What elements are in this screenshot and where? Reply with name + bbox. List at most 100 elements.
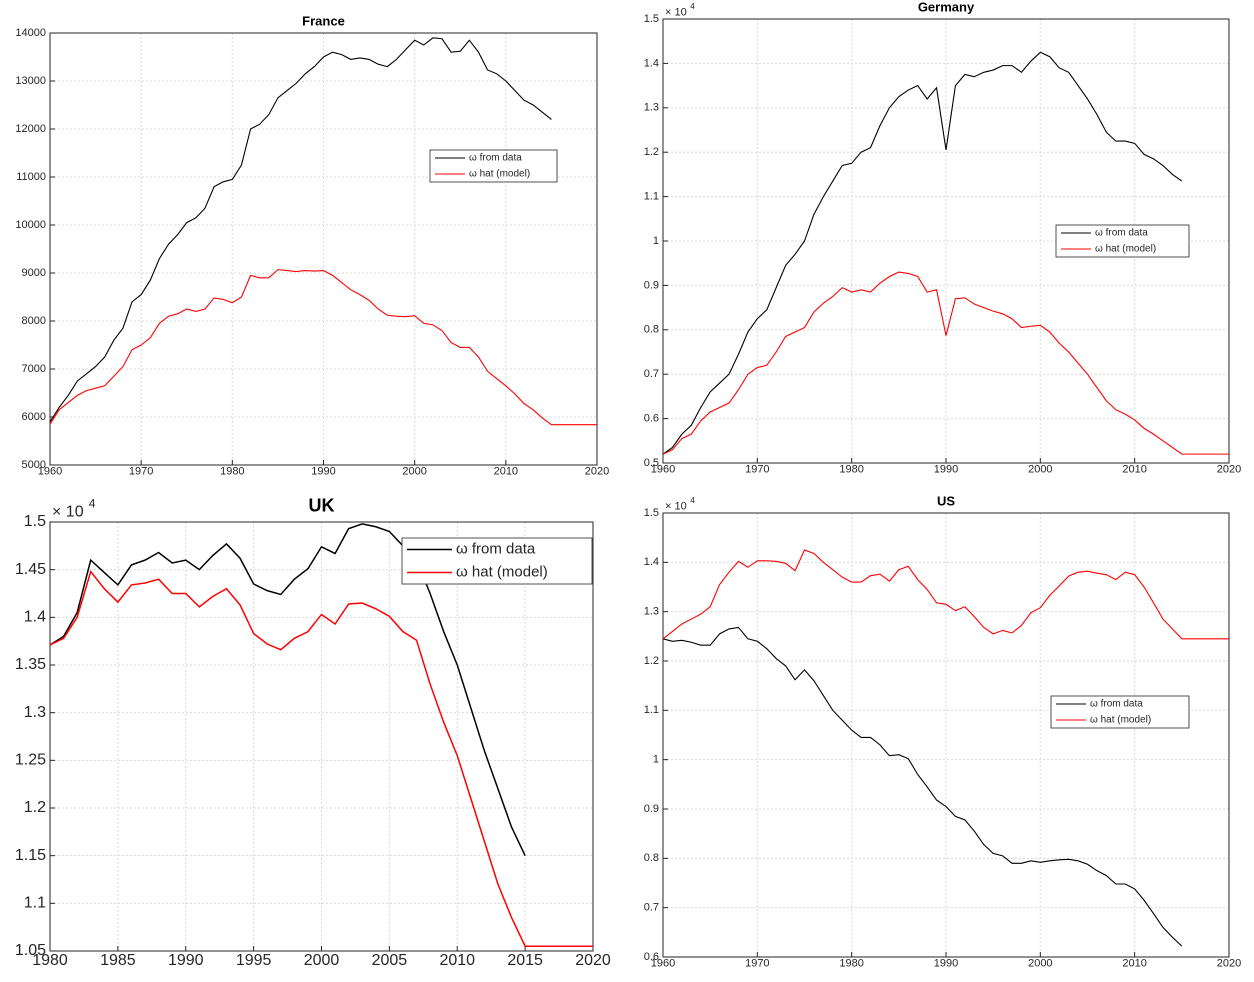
- y-exponent-label: × 10: [665, 500, 687, 512]
- y-tick-label: 1.5: [644, 507, 659, 519]
- axes-box: [662, 18, 1230, 464]
- y-tick-label: 1.25: [15, 752, 46, 769]
- y-tick-label: 9000: [22, 267, 46, 279]
- x-tick-label: 1990: [168, 952, 204, 969]
- y-tick-label: 14000: [15, 27, 46, 39]
- x-tick-label: 2005: [372, 952, 408, 969]
- x-tick-label: 1970: [745, 464, 769, 476]
- series-line: [49, 569, 593, 947]
- x-tick-label: 2015: [507, 952, 543, 969]
- y-tick-label: 1.4: [644, 57, 659, 69]
- chart-title: France: [302, 13, 345, 28]
- y-tick-label: 1.3: [644, 606, 659, 618]
- chart-title: UK: [309, 495, 335, 515]
- series-line: [662, 626, 1183, 947]
- y-tick-label: 1.35: [15, 656, 46, 673]
- y-tick-label: 0.8: [644, 324, 659, 336]
- legend-box: [1050, 695, 1190, 729]
- y-tick-label: 1.4: [24, 609, 46, 626]
- legend-label: ω hat (model): [1095, 244, 1156, 255]
- legend-label: ω from data: [1090, 699, 1143, 710]
- y-tick-label: 0.6: [644, 951, 659, 963]
- chart-title: Germany: [918, 0, 975, 14]
- x-tick-label: 1960: [651, 958, 675, 970]
- series-line: [662, 549, 1229, 640]
- y-tick-label: 0.7: [644, 902, 659, 914]
- x-tick-label: 1970: [129, 466, 153, 478]
- x-tick-label: 1995: [236, 952, 272, 969]
- legend-label: ω from data: [456, 540, 536, 557]
- y-tick-label: 1.5: [24, 513, 46, 530]
- y-tick-label: 1: [653, 235, 659, 247]
- x-tick-label: 1980: [220, 466, 244, 478]
- x-tick-label: 1980: [839, 958, 863, 970]
- y-tick-label: 11000: [16, 171, 46, 183]
- y-tick-label: 8000: [22, 315, 46, 327]
- y-exponent: 4: [690, 496, 695, 505]
- y-tick-label: 1.3: [24, 704, 46, 721]
- series-line: [662, 51, 1183, 455]
- y-tick-label: 1.2: [24, 799, 46, 816]
- y-tick-label: 7000: [22, 363, 46, 375]
- axes-box: [662, 512, 1230, 958]
- legend-box: [401, 537, 593, 585]
- y-exponent: 4: [690, 2, 695, 11]
- series-line: [49, 523, 526, 856]
- y-tick-label: 12000: [15, 123, 46, 135]
- x-tick-label: 2020: [1217, 464, 1241, 476]
- y-tick-label: 0.9: [644, 803, 659, 815]
- x-tick-label: 1980: [839, 464, 863, 476]
- x-tick-label: 1980: [32, 952, 68, 969]
- y-tick-label: 1.2: [644, 146, 659, 158]
- y-exponent-label: × 10: [52, 504, 84, 521]
- legend-label: ω hat (model): [456, 563, 548, 580]
- x-tick-label: 1970: [745, 958, 769, 970]
- y-tick-label: 1.4: [644, 556, 659, 568]
- x-tick-label: 2020: [575, 952, 611, 969]
- y-tick-label: 10000: [15, 219, 46, 231]
- y-tick-label: 1.1: [644, 704, 659, 716]
- series-line: [49, 269, 597, 426]
- legend-box: [429, 149, 558, 183]
- x-tick-label: 1990: [934, 464, 958, 476]
- series-line: [49, 37, 552, 423]
- x-tick-label: 2010: [494, 466, 518, 478]
- y-tick-label: 1.3: [644, 102, 659, 114]
- x-tick-label: 1985: [100, 952, 136, 969]
- y-tick-label: 1.2: [644, 655, 659, 667]
- x-tick-label: 1960: [651, 464, 675, 476]
- chart-title: US: [937, 493, 955, 508]
- y-tick-label: 13000: [15, 75, 46, 87]
- y-tick-label: 1.1: [644, 191, 659, 203]
- legend-label: ω from data: [1095, 228, 1148, 239]
- x-tick-label: 2000: [1028, 464, 1052, 476]
- x-tick-label: 1990: [311, 466, 335, 478]
- x-tick-label: 2010: [1122, 464, 1146, 476]
- axes-box: [49, 32, 598, 466]
- legend-label: ω from data: [469, 153, 522, 164]
- y-tick-label: 1: [653, 754, 659, 766]
- y-tick-label: 5000: [22, 459, 46, 471]
- y-tick-label: 0.6: [644, 413, 659, 425]
- y-tick-label: 0.8: [644, 852, 659, 864]
- y-tick-label: 1.05: [15, 942, 46, 959]
- x-tick-label: 2010: [439, 952, 475, 969]
- x-tick-label: 2020: [1217, 958, 1241, 970]
- legend-box: [1055, 224, 1190, 258]
- y-exponent: 4: [89, 497, 96, 511]
- x-tick-label: 2010: [1122, 958, 1146, 970]
- y-tick-label: 0.7: [644, 368, 659, 380]
- y-tick-label: 6000: [22, 411, 46, 423]
- axes-box: [49, 521, 594, 952]
- x-tick-label: 2000: [1028, 958, 1052, 970]
- y-tick-label: 0.5: [644, 457, 659, 469]
- legend-label: ω hat (model): [469, 169, 530, 180]
- legend-label: ω hat (model): [1090, 715, 1151, 726]
- y-tick-label: 1.1: [24, 895, 46, 912]
- x-tick-label: 1960: [38, 466, 62, 478]
- y-exponent-label: × 10: [665, 6, 687, 18]
- x-tick-label: 2000: [304, 952, 340, 969]
- y-tick-label: 1.15: [15, 847, 46, 864]
- y-tick-label: 1.45: [15, 561, 46, 578]
